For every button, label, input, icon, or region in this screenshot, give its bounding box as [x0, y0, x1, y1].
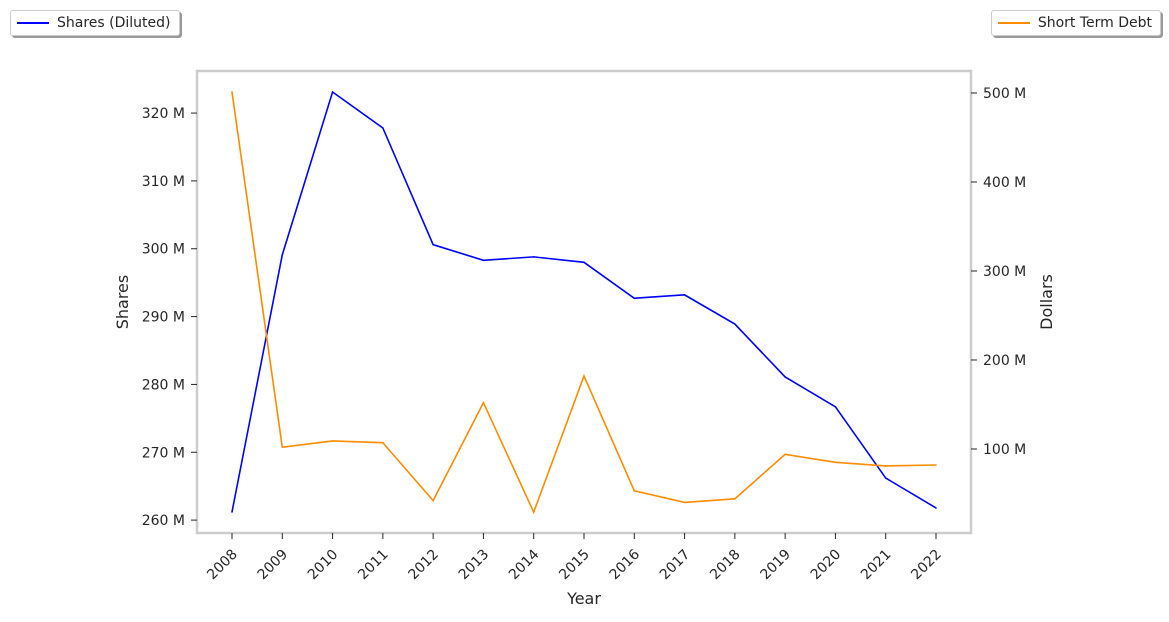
data-point	[935, 464, 937, 466]
data-point	[532, 256, 535, 258]
data-point	[331, 91, 334, 93]
data-point	[532, 511, 535, 513]
legend-swatch-shares	[17, 22, 49, 24]
data-point	[482, 401, 485, 404]
x-tick-label: 2010	[305, 547, 342, 584]
legend-label-shares: Shares (Diluted)	[57, 15, 171, 31]
x-tick-label: 2022	[908, 547, 945, 584]
x-axis-label: Year	[566, 589, 601, 608]
right-tick-label: 200 M	[983, 353, 1026, 369]
x-tick-label: 2014	[506, 546, 543, 583]
x-tick-label: 2012	[405, 547, 442, 584]
data-point	[784, 376, 786, 378]
x-tick-label: 2016	[607, 546, 644, 583]
x-tick-label: 2019	[757, 547, 794, 584]
right-tick-label: 500 M	[983, 86, 1026, 102]
legend-debt: Short Term Debt	[990, 10, 1161, 36]
data-point	[382, 127, 384, 129]
legend-label-debt: Short Term Debt	[1037, 15, 1152, 31]
left-tick-label: 310 M	[142, 174, 185, 190]
legend-shares: Shares (Diluted)	[10, 10, 180, 36]
legend-swatch-debt	[997, 22, 1030, 24]
data-point	[633, 490, 636, 492]
left-tick-label: 290 M	[142, 310, 185, 326]
x-tick-label: 2015	[556, 547, 593, 584]
left-tick-label: 260 M	[142, 513, 185, 529]
data-point	[935, 507, 937, 509]
x-tick-label: 2013	[456, 547, 493, 584]
data-point	[231, 91, 233, 93]
left-tick-label: 300 M	[142, 242, 185, 258]
data-point	[331, 440, 334, 442]
data-point	[583, 375, 585, 377]
data-point	[482, 259, 485, 262]
series-line-shares	[231, 90, 937, 513]
left-tick-label: 280 M	[142, 377, 185, 393]
left-tick-label: 270 M	[142, 445, 185, 461]
data-point	[884, 465, 887, 467]
data-point	[784, 453, 786, 456]
data-point	[432, 243, 434, 246]
data-point	[734, 323, 736, 325]
data-point	[834, 406, 837, 408]
x-tick-label: 2018	[707, 547, 744, 584]
data-point	[281, 446, 284, 449]
right-tick-label: 300 M	[983, 264, 1026, 280]
right-tick-label: 400 M	[983, 175, 1026, 191]
data-point	[231, 511, 233, 513]
data-point	[683, 294, 686, 296]
data-point	[884, 477, 887, 479]
data-point	[281, 254, 284, 256]
data-point	[834, 461, 837, 464]
data-point	[583, 261, 585, 264]
data-point	[382, 441, 384, 444]
x-tick-label: 2011	[355, 547, 392, 584]
x-tick-label: 2021	[858, 547, 895, 584]
data-point	[683, 501, 686, 504]
x-tick-label: 2020	[808, 547, 845, 584]
x-tick-label: 2017	[657, 547, 694, 584]
right-tick-label: 100 M	[983, 442, 1026, 458]
right-axis-label: Dollars	[1037, 274, 1056, 330]
x-tick-label: 2008	[204, 547, 241, 584]
data-point	[432, 499, 434, 502]
data-point	[734, 498, 736, 500]
left-axis-label: Shares	[113, 275, 132, 330]
data-point	[633, 297, 636, 300]
left-tick-label: 320 M	[142, 106, 185, 122]
x-tick-label: 2009	[255, 547, 292, 584]
series-line-debt	[231, 91, 937, 515]
